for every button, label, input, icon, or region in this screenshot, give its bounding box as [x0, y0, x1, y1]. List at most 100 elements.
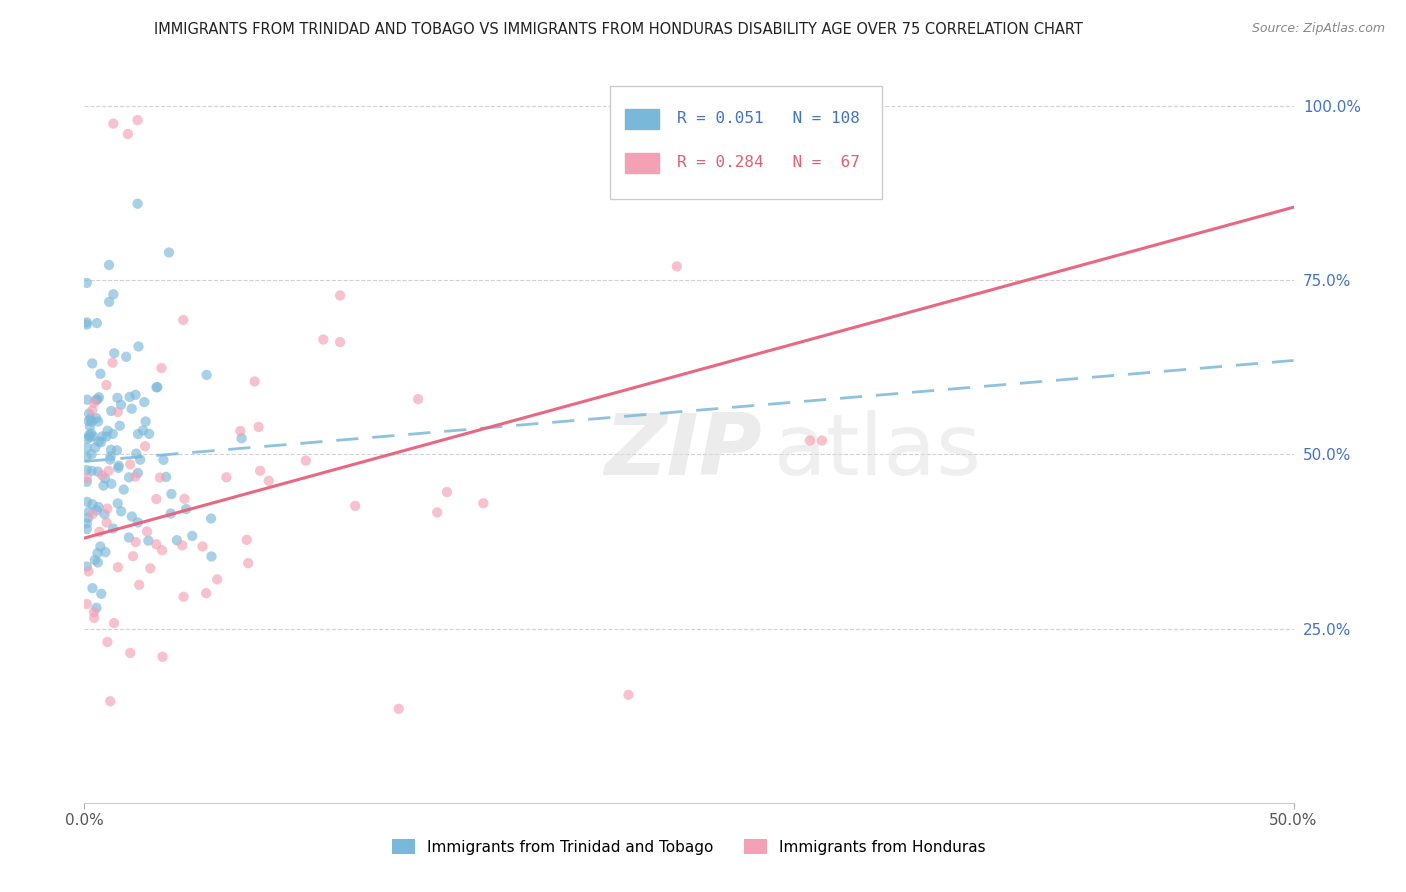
- Point: [82, 356, 104, 370]
- Point: [191, 540, 214, 554]
- Point: [79, 430, 101, 444]
- Point: [94, 545, 117, 559]
- Point: [79, 411, 101, 425]
- Point: [127, 196, 149, 211]
- Point: [101, 356, 124, 370]
- Point: [127, 466, 149, 480]
- Point: [76, 495, 98, 509]
- Point: [124, 388, 146, 402]
- Point: [107, 458, 129, 473]
- Point: [107, 560, 129, 574]
- Point: [86, 600, 108, 615]
- Point: [121, 509, 143, 524]
- Point: [110, 398, 132, 412]
- Point: [93, 478, 115, 492]
- Point: [127, 339, 149, 353]
- Point: [76, 463, 98, 477]
- Point: [103, 117, 125, 131]
- Point: [139, 561, 162, 575]
- Point: [181, 529, 204, 543]
- Point: [134, 395, 156, 409]
- Point: [89, 540, 111, 554]
- Point: [155, 470, 177, 484]
- Point: [76, 522, 98, 536]
- Bar: [624, 109, 659, 129]
- Point: [200, 511, 222, 525]
- Point: [103, 616, 125, 631]
- Point: [136, 524, 159, 539]
- Point: [97, 464, 120, 478]
- Point: [426, 505, 449, 519]
- Point: [80, 415, 103, 429]
- Point: [100, 404, 122, 418]
- Point: [87, 434, 110, 449]
- Point: [152, 453, 174, 467]
- Point: [79, 419, 101, 434]
- Point: [100, 476, 122, 491]
- Point: [150, 361, 173, 376]
- Bar: [624, 153, 659, 173]
- Point: [84, 441, 107, 455]
- Point: [90, 587, 112, 601]
- Point: [96, 429, 118, 443]
- Point: [76, 516, 98, 531]
- Point: [107, 496, 129, 510]
- Point: [96, 635, 118, 649]
- Point: [89, 524, 111, 539]
- Point: [128, 578, 150, 592]
- Point: [98, 258, 121, 272]
- Point: [118, 390, 141, 404]
- Point: [89, 367, 111, 381]
- Point: [87, 500, 110, 514]
- Point: [91, 429, 114, 443]
- Point: [77, 407, 100, 421]
- Point: [98, 294, 121, 309]
- Point: [125, 447, 148, 461]
- Point: [312, 333, 335, 347]
- Text: atlas: atlas: [773, 410, 981, 493]
- Point: [344, 499, 367, 513]
- Point: [135, 415, 157, 429]
- Point: [127, 516, 149, 530]
- Point: [83, 396, 105, 410]
- Point: [77, 428, 100, 442]
- Text: ZIP: ZIP: [603, 410, 762, 493]
- Point: [86, 503, 108, 517]
- Point: [173, 491, 195, 506]
- Point: [101, 521, 124, 535]
- Point: [82, 497, 104, 511]
- Point: [117, 127, 139, 141]
- Point: [436, 485, 458, 500]
- Point: [145, 537, 167, 551]
- Point: [112, 483, 135, 497]
- Point: [76, 471, 98, 485]
- Point: [76, 318, 98, 332]
- Point: [98, 452, 121, 467]
- Point: [172, 313, 194, 327]
- Point: [115, 350, 138, 364]
- Point: [86, 392, 108, 407]
- Point: [82, 403, 104, 417]
- Point: [76, 432, 98, 446]
- Point: [98, 694, 121, 708]
- Point: [174, 502, 197, 516]
- Point: [200, 549, 222, 564]
- Point: [138, 533, 160, 548]
- Point: [149, 470, 172, 484]
- Point: [159, 507, 181, 521]
- Point: [617, 688, 640, 702]
- Point: [82, 581, 104, 595]
- Point: [811, 434, 834, 448]
- Point: [76, 441, 98, 455]
- Text: R = 0.051   N = 108: R = 0.051 N = 108: [676, 112, 859, 127]
- Point: [257, 474, 280, 488]
- Point: [124, 469, 146, 483]
- Point: [80, 426, 103, 441]
- Point: [96, 378, 118, 392]
- Point: [799, 434, 821, 448]
- Point: [120, 458, 142, 472]
- Point: [82, 507, 104, 521]
- Point: [96, 501, 118, 516]
- Point: [86, 411, 108, 425]
- FancyBboxPatch shape: [610, 86, 883, 200]
